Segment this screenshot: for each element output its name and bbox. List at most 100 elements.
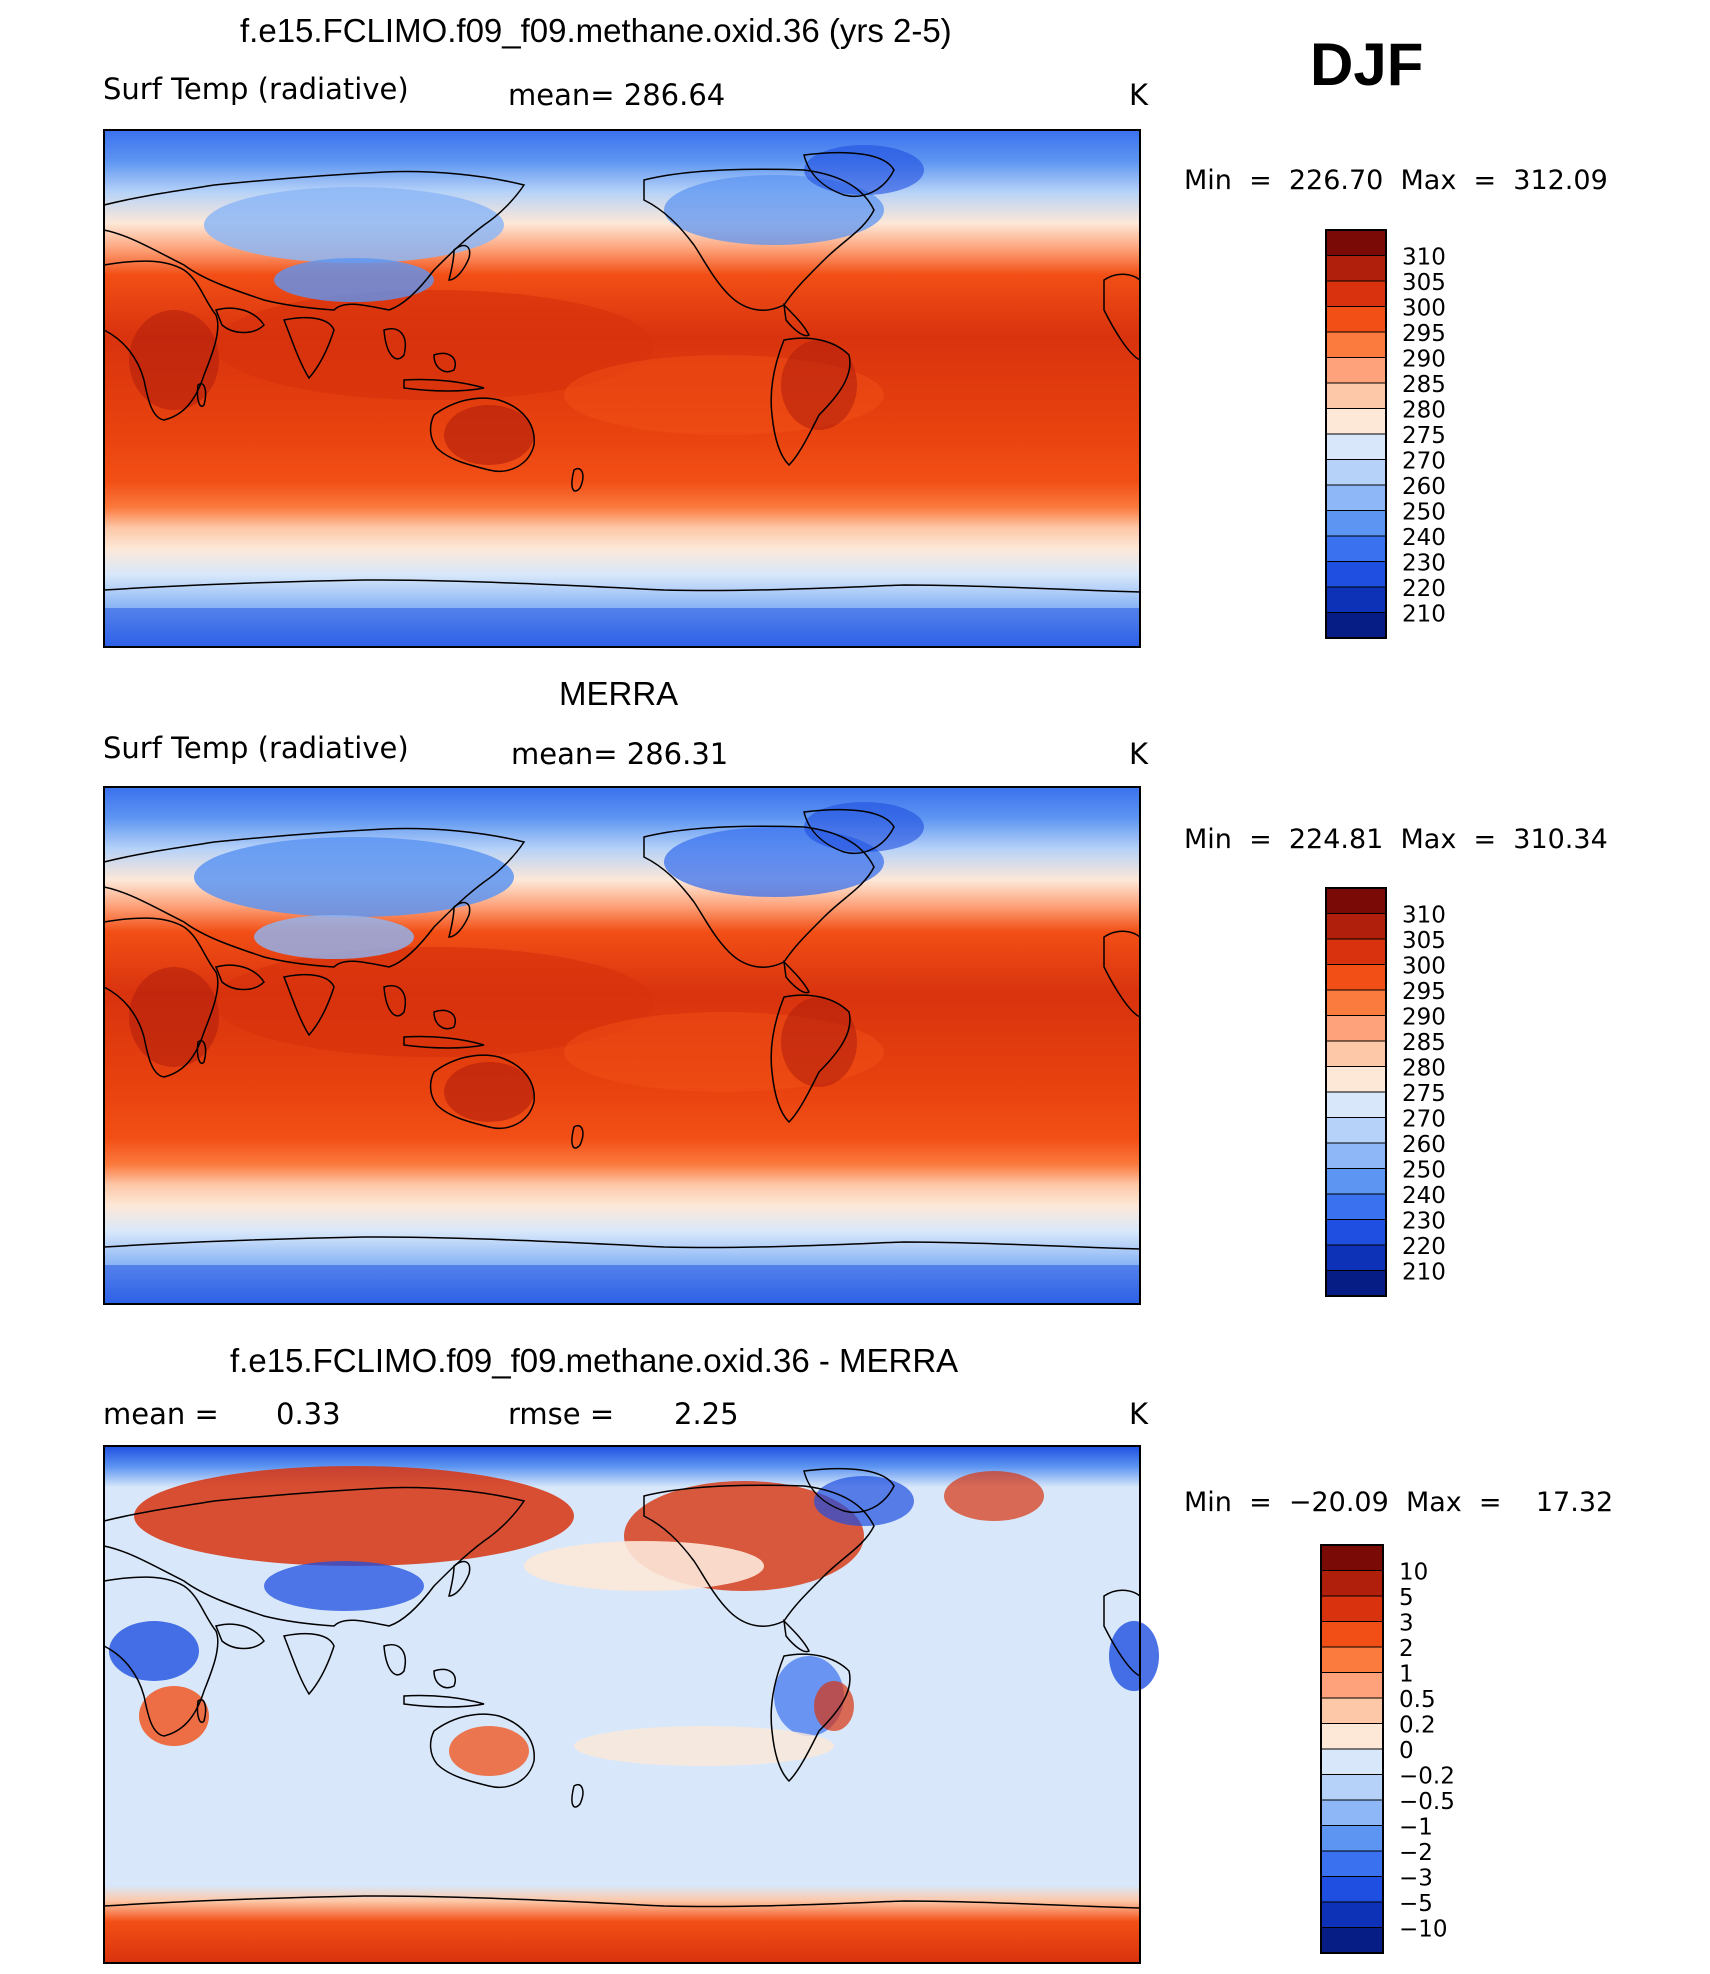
colorbar3-swatch <box>1320 1850 1384 1877</box>
colorbar1-swatch <box>1325 459 1387 486</box>
colorbar1-tick-label: 305 <box>1402 270 1446 296</box>
colorbar3-swatch <box>1320 1672 1384 1699</box>
colorbar1-swatch <box>1325 535 1387 562</box>
panel3-title: f.e15.FCLIMO.f09_f09.methane.oxid.36 - M… <box>230 1342 959 1379</box>
colorbar1-swatch <box>1325 306 1387 333</box>
colorbar2-swatch <box>1325 964 1387 991</box>
colorbar1-tick-label: 275 <box>1402 423 1446 449</box>
colorbar3-tick-label: −10 <box>1399 1917 1448 1943</box>
panel2-variable: Surf Temp (radiative) <box>103 731 409 765</box>
colorbar2-tick-label: 260 <box>1402 1132 1446 1158</box>
colorbar1-swatch <box>1325 229 1387 256</box>
colorbar1-frame <box>1325 229 1387 639</box>
colorbar1-swatch <box>1325 612 1387 639</box>
colorbar3-swatch <box>1320 1748 1384 1775</box>
colorbar1-swatch <box>1325 484 1387 511</box>
colorbar3-swatch <box>1320 1595 1384 1622</box>
colorbar2-tick-label: 305 <box>1402 928 1446 954</box>
panel3-rmse-label: rmse = <box>508 1397 615 1431</box>
colorbar3-tick-label: −3 <box>1399 1866 1433 1892</box>
panel1-units: K <box>1129 78 1149 112</box>
colorbar3-swatch <box>1320 1544 1384 1571</box>
panel2-minmax: Min = 224.81 Max = 310.34 <box>1184 824 1608 855</box>
panel1-title: f.e15.FCLIMO.f09_f09.methane.oxid.36 (yr… <box>240 12 952 49</box>
colorbar1-swatch <box>1325 255 1387 282</box>
colorbar3-tick-label: −0.5 <box>1399 1789 1455 1815</box>
colorbar3-swatch <box>1320 1825 1384 1852</box>
colorbar3-tick-label: −2 <box>1399 1840 1433 1866</box>
panel3-mean-label: mean = <box>103 1397 219 1431</box>
colorbar2-tick-label: 220 <box>1402 1234 1446 1260</box>
colorbar1-tick-label: 310 <box>1402 245 1446 271</box>
panel2-title: MERRA <box>559 675 679 712</box>
colorbar1-tick-label: 260 <box>1402 474 1446 500</box>
colorbar2-swatch <box>1325 1066 1387 1093</box>
colorbar2-swatch <box>1325 913 1387 940</box>
colorbar2-frame <box>1325 887 1387 1297</box>
colorbar2-tick-label: 240 <box>1402 1183 1446 1209</box>
colorbar1-tick-label: 220 <box>1402 576 1446 602</box>
colorbar1-tick-label: 300 <box>1402 296 1446 322</box>
colorbar2-tick-label: 295 <box>1402 979 1446 1005</box>
colorbar2-swatch <box>1325 1040 1387 1067</box>
colorbar2-swatch <box>1325 1142 1387 1169</box>
season-label: DJF <box>1310 31 1424 98</box>
colorbar1-swatch <box>1325 382 1387 409</box>
colorbar2-swatch <box>1325 1015 1387 1042</box>
colorbar1-swatch <box>1325 510 1387 537</box>
colorbar2-tick-label: 285 <box>1402 1030 1446 1056</box>
colorbar3-tick-label: 3 <box>1399 1611 1414 1637</box>
panel1-mean: mean= 286.64 <box>508 78 726 112</box>
colorbar3-swatch <box>1320 1646 1384 1673</box>
colorbar2-swatch <box>1325 1219 1387 1246</box>
colorbar2-tick-label: 280 <box>1402 1056 1446 1082</box>
colorbar2-tick-label: 310 <box>1402 903 1446 929</box>
colorbar3-swatch <box>1320 1697 1384 1724</box>
colorbar2-tick-label: 275 <box>1402 1081 1446 1107</box>
panel3-map <box>103 1445 1159 1964</box>
colorbar3-tick-label: 10 <box>1399 1560 1428 1586</box>
panel2-mean: mean= 286.31 <box>511 737 729 771</box>
colorbar1-swatch <box>1325 280 1387 307</box>
colorbar1-tick-label: 250 <box>1402 500 1446 526</box>
colorbar1-tick-label: 285 <box>1402 372 1446 398</box>
colorbar3-swatch <box>1320 1621 1384 1648</box>
colorbar1-tick-label: 210 <box>1402 602 1446 628</box>
colorbar3-frame <box>1320 1544 1384 1954</box>
colorbar1-tick-label: 270 <box>1402 449 1446 475</box>
colorbar2-swatch <box>1325 887 1387 914</box>
colorbar2-swatch <box>1325 1168 1387 1195</box>
colorbar3-tick-label: 0.5 <box>1399 1687 1436 1713</box>
colorbar2-swatch <box>1325 1193 1387 1220</box>
colorbar3-tick-label: 0 <box>1399 1738 1414 1764</box>
colorbar3-tick-label: 5 <box>1399 1585 1414 1611</box>
colorbar1-swatch <box>1325 331 1387 358</box>
colorbar2-swatch <box>1325 1244 1387 1271</box>
colorbar2-swatch <box>1325 989 1387 1016</box>
colorbar1-tick-label: 230 <box>1402 551 1446 577</box>
colorbar3-swatch <box>1320 1774 1384 1801</box>
colorbar1-swatch <box>1325 357 1387 384</box>
panel3-units: K <box>1129 1397 1149 1431</box>
colorbar2-tick-label: 300 <box>1402 954 1446 980</box>
colorbar3-swatch <box>1320 1927 1384 1954</box>
colorbar2-tick-label: 290 <box>1402 1005 1446 1031</box>
colorbar3-tick-label: −0.2 <box>1399 1764 1455 1790</box>
panel1-map <box>103 129 1141 648</box>
panel2-map <box>103 786 1141 1305</box>
colorbar3-swatch <box>1320 1723 1384 1750</box>
colorbar1-swatch <box>1325 561 1387 588</box>
colorbar1-swatch <box>1325 586 1387 613</box>
colorbar2-tick-label: 230 <box>1402 1209 1446 1235</box>
colorbar2-tick-label: 250 <box>1402 1158 1446 1184</box>
colorbar2-swatch <box>1325 938 1387 965</box>
colorbar3-tick-label: −5 <box>1399 1891 1433 1917</box>
colorbar-panel2: 3103053002952902852802752702602502402302… <box>1325 887 1446 1297</box>
colorbar3-swatch <box>1320 1876 1384 1903</box>
panel3-minmax: Min = −20.09 Max = 17.32 <box>1184 1487 1614 1518</box>
panel3-rmse-value: 2.25 <box>674 1397 739 1431</box>
colorbar3-tick-label: 2 <box>1399 1636 1414 1662</box>
panel1-minmax: Min = 226.70 Max = 312.09 <box>1184 165 1608 196</box>
